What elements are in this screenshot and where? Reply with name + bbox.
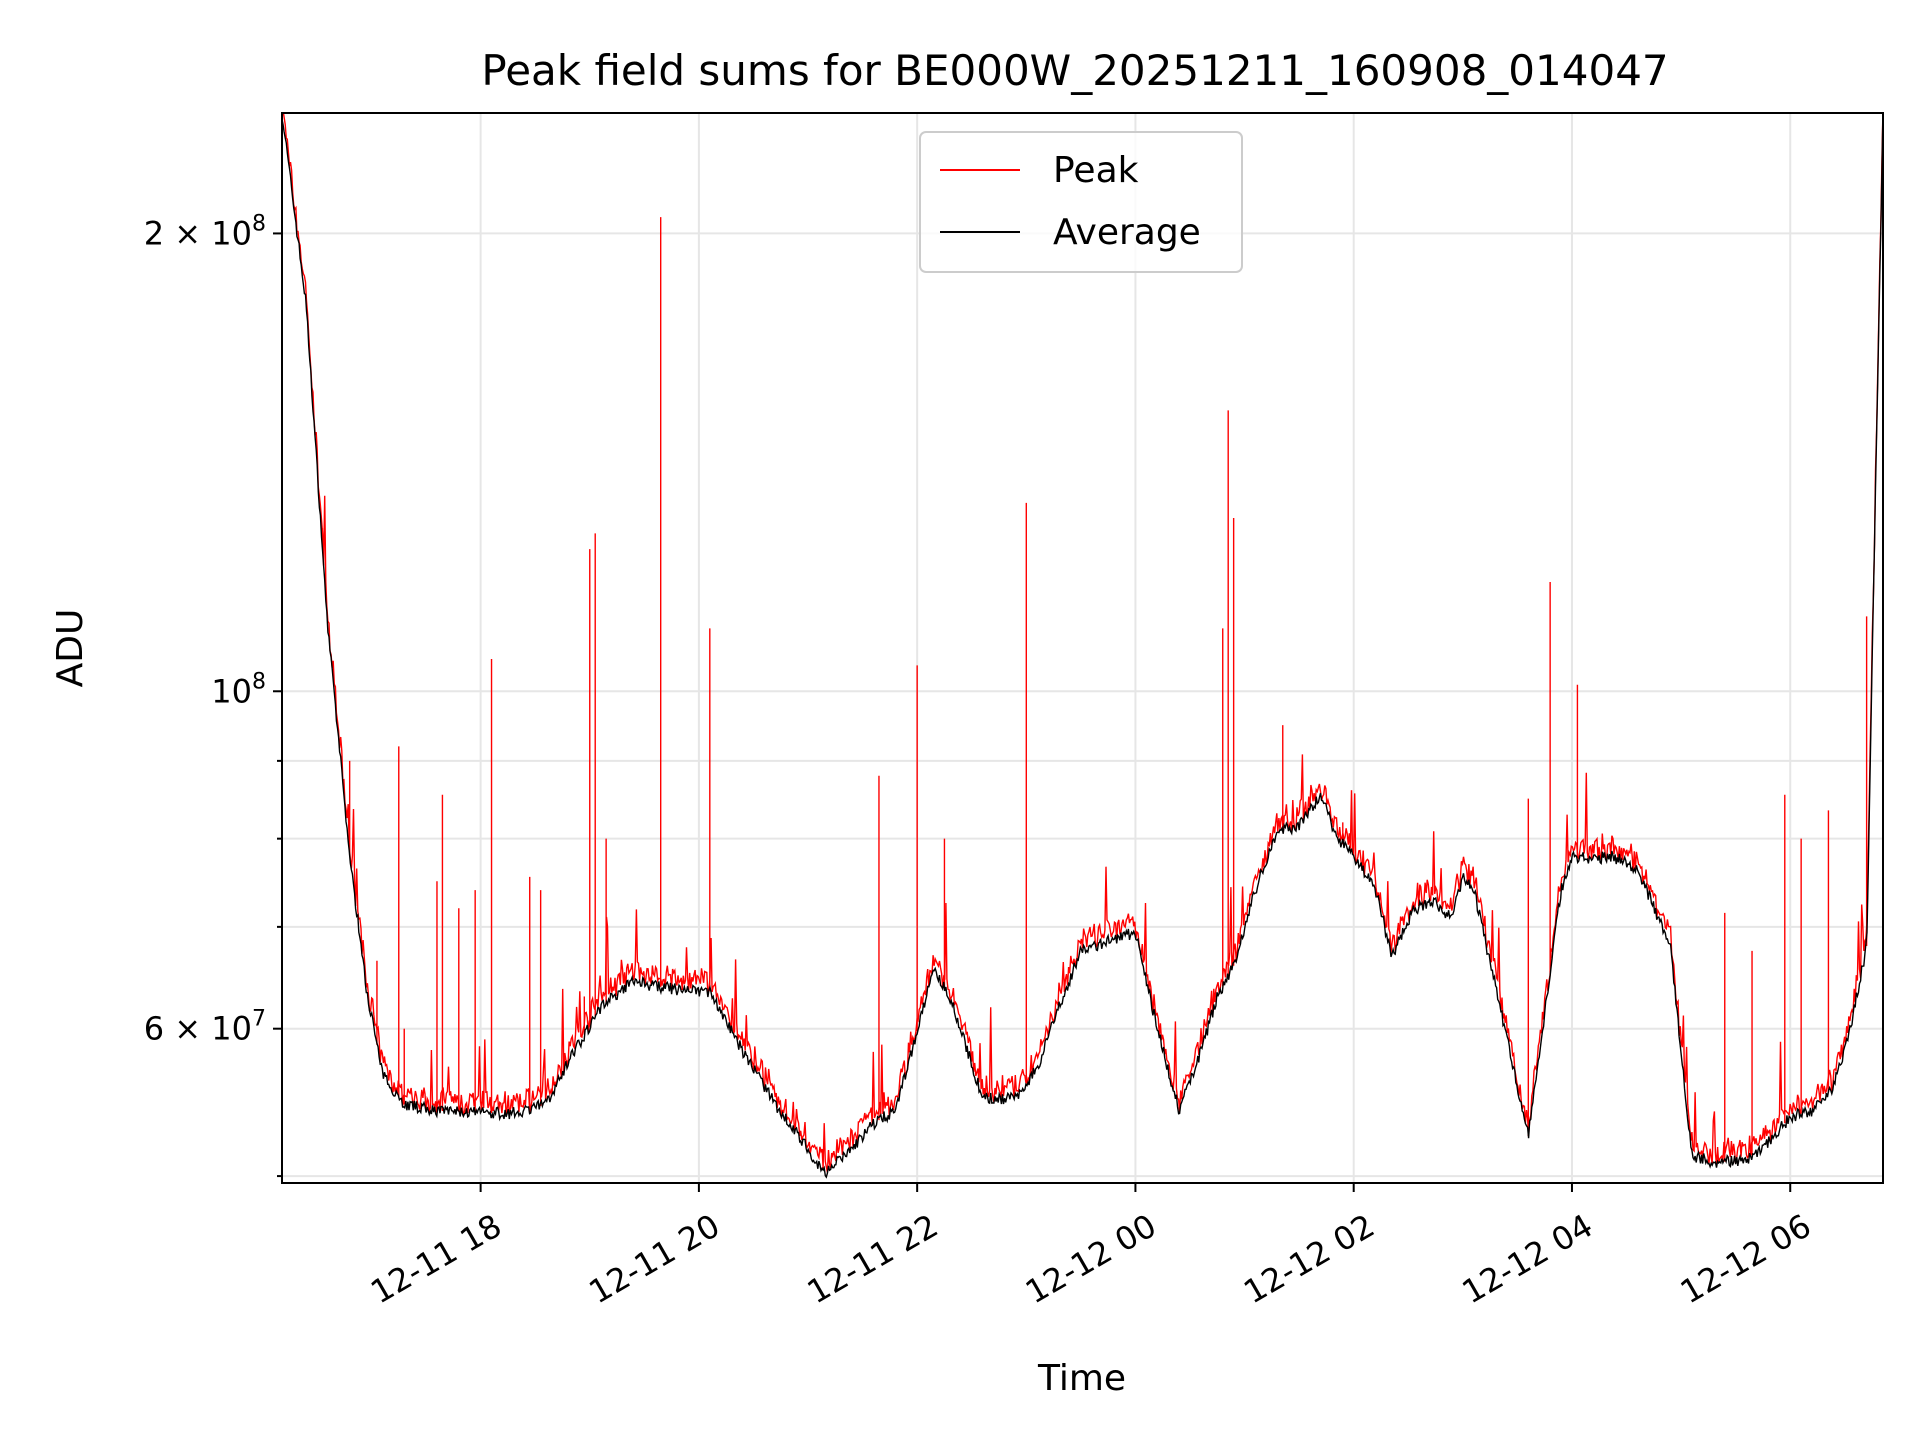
legend-peak-label: Peak — [1053, 150, 1139, 191]
chart-title: Peak field sums for BE000W_20251211_1609… — [481, 46, 1668, 95]
y-axis-label: ADU — [50, 609, 91, 688]
y-tick-base: 2 × 10 — [144, 214, 252, 252]
y-tick-label: 6 × 107 — [144, 1007, 266, 1048]
y-tick-base: 10 — [211, 672, 252, 710]
legend-box — [919, 131, 1243, 273]
y-tick-label: 108 — [211, 669, 266, 710]
y-tick-exponent: 8 — [252, 211, 266, 236]
series-average-line — [282, 113, 1883, 1179]
plot-area — [282, 113, 1883, 1179]
y-tick-exponent: 7 — [252, 1007, 266, 1032]
legend-average-label: Average — [1053, 212, 1201, 253]
legend: Peak Average — [919, 131, 1243, 273]
plot-frame — [281, 112, 1884, 1184]
y-tick-base: 6 × 10 — [144, 1010, 252, 1048]
x-axis-label: Time — [1037, 1358, 1126, 1399]
y-tick-label: 2 × 108 — [144, 211, 266, 252]
y-tick-exponent: 8 — [252, 669, 266, 694]
